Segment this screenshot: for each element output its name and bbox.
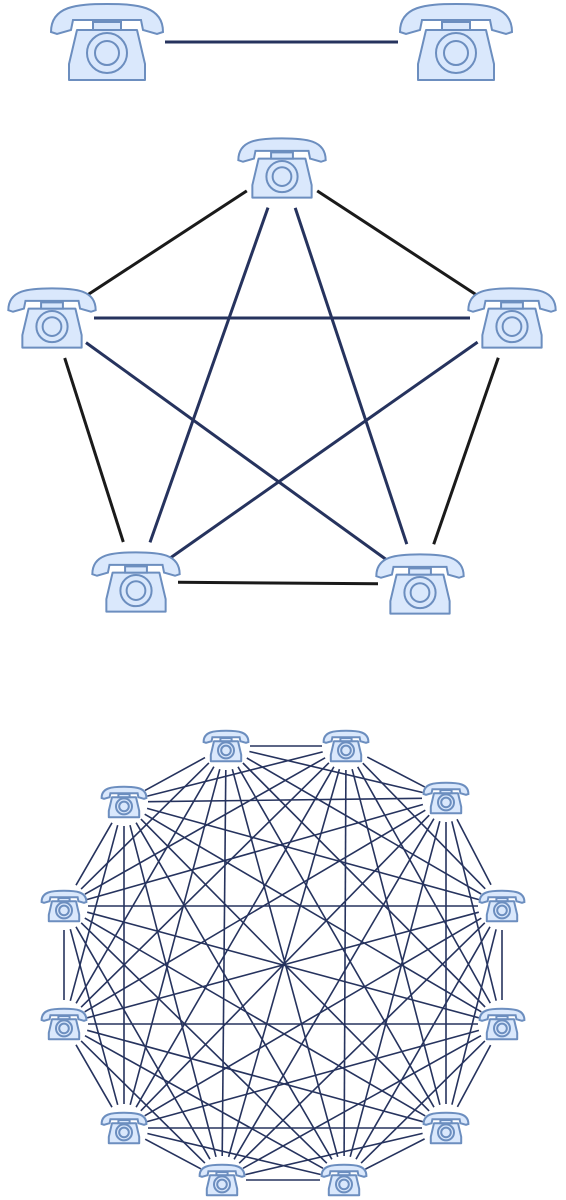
telephone-icon: [322, 729, 370, 763]
mesh-link: [233, 818, 435, 1160]
ring-link: [75, 822, 113, 886]
ring-link: [144, 756, 206, 792]
mesh-link: [242, 762, 486, 1008]
mesh-link: [84, 809, 426, 1013]
telephone-icon: [202, 729, 250, 763]
mesh-link: [249, 750, 423, 794]
telephone-icon: [399, 3, 513, 81]
mesh-link: [80, 922, 328, 1164]
mesh-link: [148, 207, 270, 543]
telephone-icon: [7, 287, 97, 349]
mesh-link: [451, 821, 497, 1001]
mesh-link: [147, 797, 423, 803]
mesh-link: [84, 917, 426, 1117]
telephone-icon: [40, 889, 88, 923]
mesh-link: [237, 766, 435, 1108]
ring-link: [177, 580, 379, 586]
mesh-link: [221, 769, 227, 1157]
ring-link: [75, 1044, 113, 1108]
mesh-link: [75, 926, 211, 1160]
ring-link: [456, 818, 492, 886]
ring-link: [365, 1138, 425, 1170]
telephone-icon: [478, 889, 526, 923]
mesh-link: [146, 1029, 480, 1123]
mesh-link: [129, 824, 217, 1158]
links-layer: [63, 40, 503, 1181]
mesh-link: [84, 757, 326, 895]
telephone-icon: [422, 781, 470, 815]
mesh-link: [146, 807, 480, 901]
telephone-icon: [100, 785, 148, 819]
telephone-icon: [198, 1163, 246, 1197]
telephone-icon: [467, 287, 557, 349]
mesh-link: [140, 814, 430, 1112]
telephone-icon: [237, 137, 327, 199]
mesh-link: [351, 768, 441, 1106]
mesh-link: [86, 803, 424, 901]
mesh-link: [144, 813, 482, 1013]
mesh-link: [360, 1040, 486, 1164]
mesh-link: [362, 762, 486, 890]
telephone-icon: [100, 1111, 148, 1145]
mesh-link: [245, 1132, 423, 1176]
mesh-link: [135, 822, 333, 1160]
ring-link: [432, 357, 500, 545]
telephone-icon: [91, 551, 181, 613]
mesh-link: [144, 917, 482, 1117]
mesh-link: [69, 824, 119, 1002]
ring-link: [63, 357, 125, 543]
mesh-link: [135, 766, 335, 1108]
mesh-link: [349, 820, 441, 1158]
mesh-link: [147, 1132, 321, 1176]
ring-link: [144, 1138, 202, 1170]
ring-link: [366, 756, 426, 788]
ring-link: [86, 189, 248, 297]
mesh-link: [169, 340, 479, 560]
mesh-link: [129, 768, 221, 1106]
telephone-icon: [320, 1163, 368, 1197]
telephone-icon: [50, 3, 164, 81]
mesh-link: [86, 911, 480, 1019]
telephone-icon: [422, 1111, 470, 1145]
mesh-link: [80, 762, 210, 890]
mesh-link: [85, 341, 387, 561]
telephone-icon: [375, 553, 465, 615]
mesh-link: [69, 928, 119, 1106]
telephone-icon: [40, 1007, 88, 1041]
telephone-icon: [478, 1007, 526, 1041]
mesh-link: [86, 1029, 424, 1123]
mesh-link: [140, 818, 430, 1112]
mesh-link: [80, 1040, 206, 1164]
mesh-link: [293, 207, 409, 545]
ring-link: [456, 1044, 492, 1108]
mesh-link: [355, 926, 491, 1160]
mesh-link: [147, 751, 323, 797]
mesh-link: [343, 769, 347, 1157]
ring-link: [316, 189, 478, 297]
